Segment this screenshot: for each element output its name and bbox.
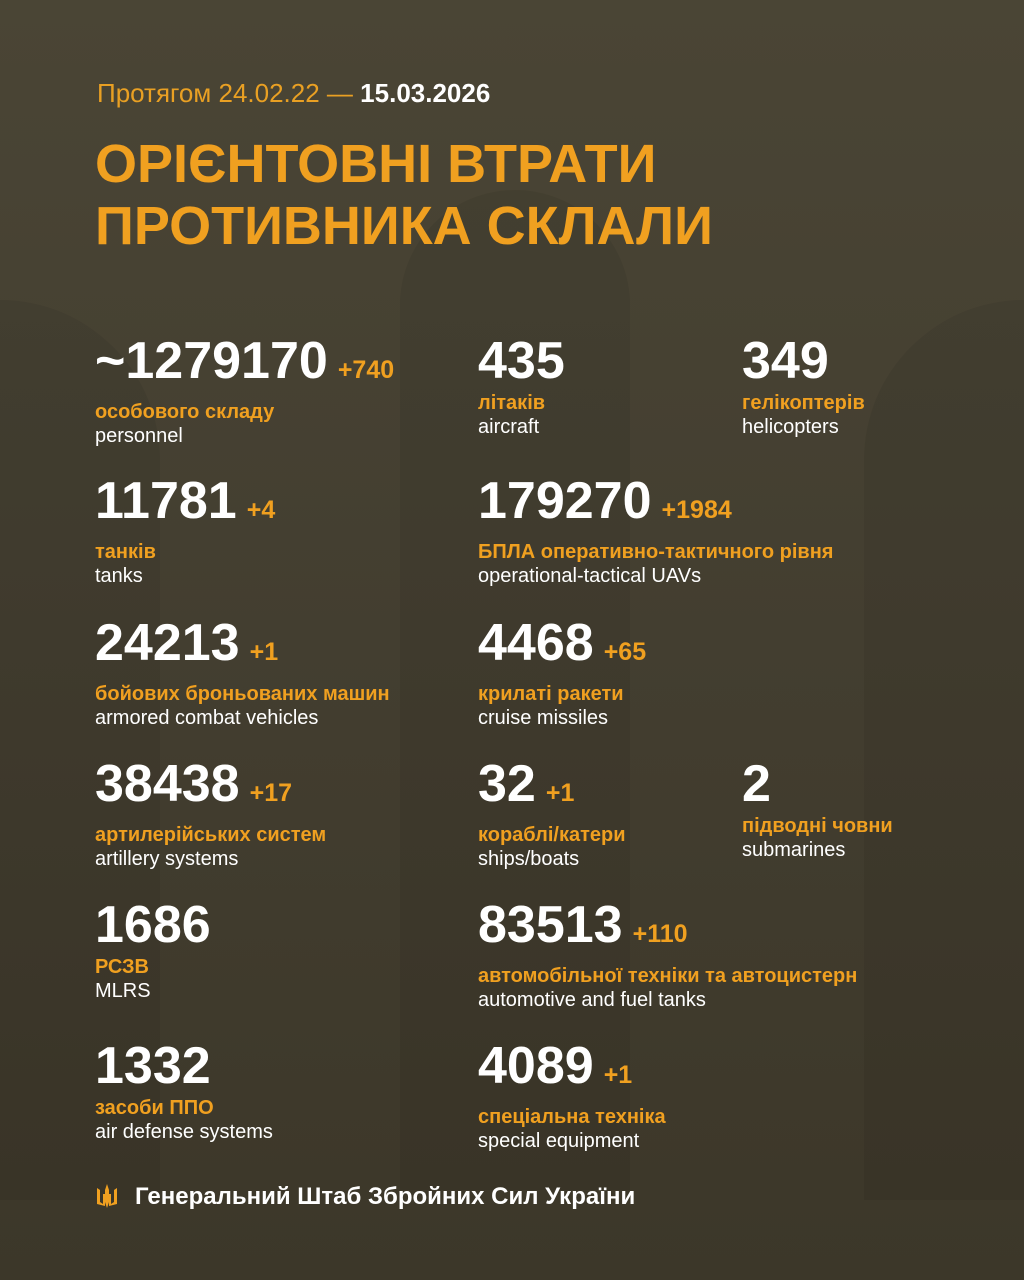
label-en: automotive and fuel tanks xyxy=(478,989,706,1011)
stat-mlrs: 1686 РСЗВ MLRS xyxy=(95,897,211,1003)
delta: +65 xyxy=(603,638,647,666)
stat-value: 2 xyxy=(742,756,893,812)
label-en: MLRS xyxy=(95,980,151,1002)
value: 179270 xyxy=(478,472,652,530)
stat-helicopters: 349 гелікоптерів helicopters xyxy=(742,333,865,439)
value: 2 xyxy=(742,755,771,813)
stat-ships-boats: 32 +1 кораблі/катери ships/boats xyxy=(478,756,626,871)
stat-value: 11781 +4 xyxy=(95,473,275,538)
stat-value: 4468 +65 xyxy=(478,615,646,680)
period-start: Протягом 24.02.22 — xyxy=(97,78,353,108)
label-en: submarines xyxy=(742,839,846,861)
value: 11781 xyxy=(95,472,237,530)
label-en: air defense systems xyxy=(95,1121,273,1143)
label-ua: гелікоптерів xyxy=(742,392,865,414)
trident-watermark-center xyxy=(400,190,630,1190)
stat-value: 1332 xyxy=(95,1038,273,1094)
value: 32 xyxy=(478,755,536,813)
stat-cruise-missiles: 4468 +65 крилаті ракети cruise missiles xyxy=(478,615,646,730)
label-ua: засоби ППО xyxy=(95,1097,214,1119)
label-en: operational-tactical UAVs xyxy=(478,565,702,587)
value: 1332 xyxy=(95,1037,211,1095)
stat-personnel: ~1279170 +740 особового складу personnel xyxy=(95,333,394,448)
stat-value: 349 xyxy=(742,333,865,389)
label-ua: БПЛА оперативно-тактичного рівня xyxy=(478,541,834,563)
stat-value: 38438 +17 xyxy=(95,756,326,821)
label-ua: автомобільної техніки та автоцистерн xyxy=(478,965,858,987)
label-en: ships/boats xyxy=(478,848,580,870)
stat-special-equipment: 4089 +1 спеціальна техніка special equipmen… xyxy=(478,1038,666,1153)
page-title: ОРІЄНТОВНІ ВТРАТИ ПРОТИВНИКА СКЛАЛИ xyxy=(95,133,713,257)
stat-submarines: 2 підводні човни submarines xyxy=(742,756,893,862)
stat-tanks: 11781 +4 танків tanks xyxy=(95,473,275,588)
value: ~1279170 xyxy=(95,332,328,390)
stat-value: 24213 +1 xyxy=(95,615,390,680)
delta: +1 xyxy=(249,638,279,666)
stat-armored-combat-vehicles: 24213 +1 бойових броньованих машин armored … xyxy=(95,615,390,730)
period: Протягом 24.02.22 — 15.03.2026 xyxy=(97,78,490,109)
label-en: tanks xyxy=(95,565,143,587)
label-ua: танків xyxy=(95,541,156,563)
label-en: special equipment xyxy=(478,1130,640,1152)
footer: Генеральний Штаб Збройних Сил України xyxy=(95,1182,635,1212)
trident-icon xyxy=(97,1184,117,1208)
stat-value: ~1279170 +740 xyxy=(95,333,394,398)
stat-value: 1686 xyxy=(95,897,211,953)
stat-automotive-and-fuel-tanks: 83513 +110 автомобільної техніки та автоци… xyxy=(478,897,857,1012)
label-ua: бойових броньованих машин xyxy=(95,683,390,705)
label-ua: РСЗВ xyxy=(95,956,149,978)
label-ua: крилаті ракети xyxy=(478,683,624,705)
delta: +1 xyxy=(603,1061,633,1089)
delta: +17 xyxy=(249,779,293,807)
trident-watermark-right xyxy=(864,300,1024,1200)
label-en: personnel xyxy=(95,425,183,447)
label-ua: літаків xyxy=(478,392,546,414)
label-en: cruise missiles xyxy=(478,707,609,729)
label-ua: кораблі/катери xyxy=(478,824,626,846)
stat-artillery-systems: 38438 +17 артилерійських систем artillery s… xyxy=(95,756,326,871)
stat-value: 83513 +110 xyxy=(478,897,857,962)
stat-value: 179270 +1984 xyxy=(478,473,833,538)
value: 435 xyxy=(478,332,565,390)
period-end: 15.03.2026 xyxy=(360,78,491,108)
stat-aircraft: 435 літаків aircraft xyxy=(478,333,565,439)
value: 83513 xyxy=(478,896,623,954)
label-en: aircraft xyxy=(478,416,540,438)
value: 24213 xyxy=(95,614,240,672)
value: 38438 xyxy=(95,755,240,813)
title-line-2: ПРОТИВНИКА СКЛАЛИ xyxy=(95,196,713,256)
title-line-1: ОРІЄНТОВНІ ВТРАТИ xyxy=(95,134,657,194)
label-ua: підводні човни xyxy=(742,815,893,837)
value: 1686 xyxy=(95,896,211,954)
label-ua: спеціальна техніка xyxy=(478,1106,666,1128)
value: 349 xyxy=(742,332,829,390)
label-ua: особового складу xyxy=(95,401,275,423)
label-en: helicopters xyxy=(742,416,839,438)
value: 4468 xyxy=(478,614,594,672)
stat-operational-tactical-uavs: 179270 +1984 БПЛА оперативно-тактичного рі… xyxy=(478,473,833,588)
label-en: artillery systems xyxy=(95,848,239,870)
delta: +1 xyxy=(545,779,575,807)
stat-value: 32 +1 xyxy=(478,756,626,821)
delta: +740 xyxy=(337,356,395,384)
delta: +1984 xyxy=(661,496,732,524)
trident-watermark-left xyxy=(0,300,160,1200)
delta: +4 xyxy=(246,496,276,524)
value: 4089 xyxy=(478,1037,594,1095)
stat-value: 4089 +1 xyxy=(478,1038,666,1103)
footer-text: Генеральний Штаб Збройних Сил України xyxy=(135,1183,636,1210)
label-ua: артилерійських систем xyxy=(95,824,327,846)
stat-value: 435 xyxy=(478,333,565,389)
delta: +110 xyxy=(632,920,688,948)
stat-air-defense-systems: 1332 засоби ППО air defense systems xyxy=(95,1038,273,1144)
label-en: armored combat vehicles xyxy=(95,707,319,729)
